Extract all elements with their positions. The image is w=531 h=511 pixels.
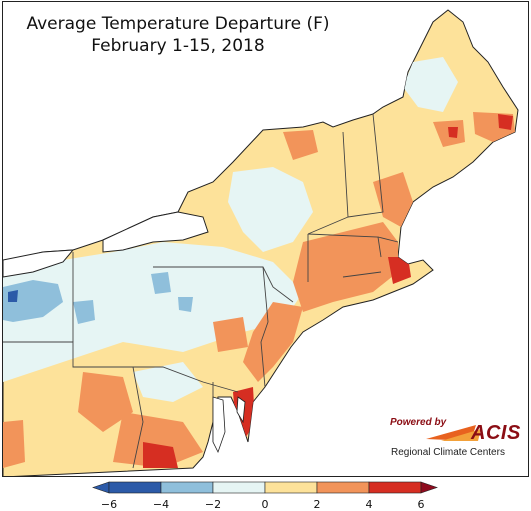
cold-region (3, 280, 63, 322)
near-normal-region (403, 57, 458, 112)
legend-swatch (160, 481, 214, 494)
legend-arrow-high (420, 481, 438, 494)
warm-region (3, 420, 25, 468)
legend-swatch (368, 481, 422, 494)
map-subtitle: February 1-15, 2018 (91, 36, 265, 56)
temperature-map (3, 2, 528, 476)
warm-region (373, 172, 413, 227)
lake-ontario (102, 211, 209, 253)
legend-arrow-low (92, 481, 110, 494)
legend-colorbar (92, 481, 438, 494)
acis-label: ACIS (471, 422, 521, 444)
color-legend (0, 476, 531, 511)
cold-region (73, 300, 95, 324)
legend-tick-label: 4 (365, 498, 373, 511)
hot-region (448, 127, 458, 138)
legend-tick-label: 2 (313, 498, 321, 511)
legend-swatch (212, 481, 266, 494)
acis-swoosh-icon (426, 425, 481, 441)
near-normal-region (3, 242, 303, 382)
warm-region (293, 222, 398, 312)
legend-tick-label: −6 (100, 498, 118, 511)
legend-swatch (264, 481, 318, 494)
hot-region (388, 257, 411, 284)
legend-tick-label: −4 (152, 498, 170, 511)
legend-tick-label: 6 (417, 498, 425, 511)
delaware-bay (236, 396, 246, 424)
warm-region (213, 317, 248, 352)
hot-region (498, 114, 513, 130)
near-normal-region (133, 362, 203, 402)
lake-erie (3, 249, 75, 278)
near-normal-region (228, 167, 313, 252)
regional-climate-centers-label: Regional Climate Centers (391, 447, 505, 458)
chesapeake-bay (212, 396, 226, 454)
warm-region (283, 130, 318, 160)
warm-region (243, 302, 303, 382)
warm-region (113, 412, 203, 468)
legend-tick-label: −2 (204, 498, 222, 511)
state-borders (3, 113, 399, 469)
legend-swatch (316, 481, 370, 494)
map-title: Average Temperature Departure (F) (26, 14, 330, 34)
cold-region (178, 297, 193, 312)
cold-region (151, 272, 171, 294)
powered-by-label: Powered by (390, 417, 447, 428)
acis-logo: Powered by ACIS Regional Climate Centers (386, 415, 526, 461)
warm-region (78, 372, 133, 432)
cold-region (8, 290, 18, 302)
map-frame: Average Temperature Departure (F) Februa… (2, 1, 529, 477)
legend-tick-label: 0 (261, 498, 269, 511)
legend-swatch (108, 481, 162, 494)
hot-region (143, 442, 178, 468)
